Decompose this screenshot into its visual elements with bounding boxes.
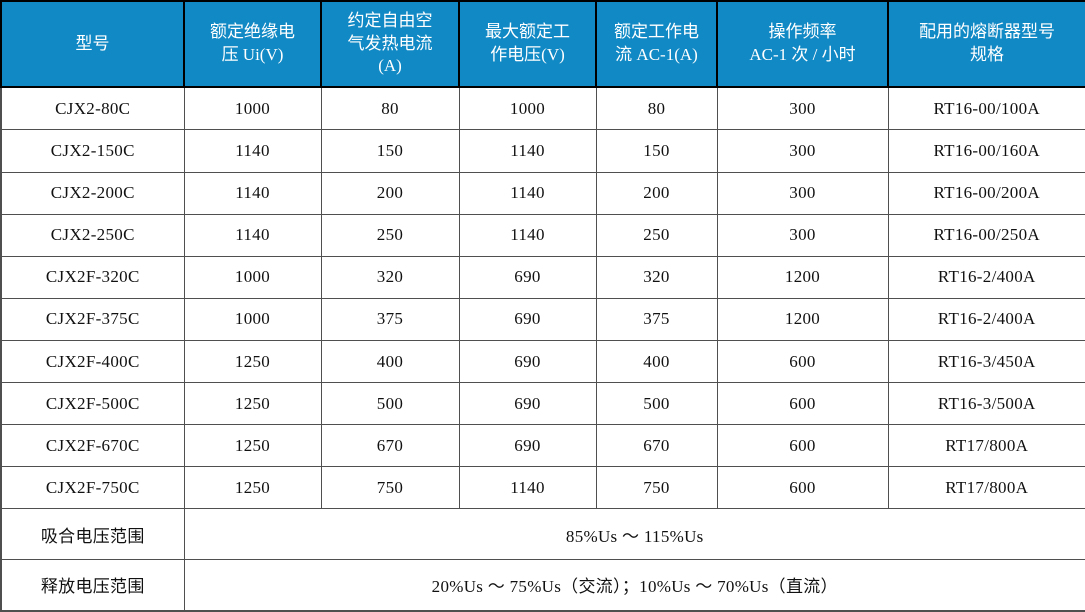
table-row: CJX2-250C 1140 250 1140 250 300 RT16-00/… [0, 213, 1085, 257]
cell-fuse-spec: RT16-00/250A [887, 213, 1085, 257]
cell-model: CJX2-250C [0, 213, 185, 257]
cell-working-current: 150 [595, 129, 718, 173]
cell-fuse-spec: RT16-00/200A [887, 171, 1085, 215]
cell-operating-frequency: 300 [716, 86, 889, 131]
cell-model: CJX2F-320C [0, 255, 185, 299]
cell-working-current: 500 [595, 382, 718, 426]
cell-model: CJX2F-400C [0, 339, 185, 384]
cell-operating-frequency: 300 [716, 213, 889, 257]
cell-thermal-current: 670 [320, 424, 460, 468]
cell-thermal-current: 150 [320, 129, 460, 173]
table-row: CJX2F-750C 1250 750 1140 750 600 RT17/80… [0, 466, 1085, 510]
table-body: CJX2-80C 1000 80 1000 80 300 RT16-00/100… [0, 86, 1085, 612]
table-header: 型号 额定绝缘电 压 Ui(V) 约定自由空 气发热电流 (A) 最大额定工 作… [0, 0, 1085, 88]
cell-model: CJX2-200C [0, 171, 185, 215]
cell-fuse-spec: RT16-00/160A [887, 129, 1085, 173]
cell-thermal-current: 750 [320, 466, 460, 510]
cell-model: CJX2F-670C [0, 424, 185, 468]
cell-fuse-spec: RT16-3/500A [887, 382, 1085, 426]
cell-working-current: 200 [595, 171, 718, 215]
cell-insulation-voltage: 1250 [183, 424, 322, 468]
footer-row-release-voltage: 释放电压范围 20%Us ～ 75%Us（交流）；10%Us ～ 70%Us（直… [0, 558, 1085, 612]
cell-model: CJX2F-750C [0, 466, 185, 510]
pickup-voltage-value: 85%Us ～ 115%Us [183, 508, 1085, 560]
table-row: CJX2-200C 1140 200 1140 200 300 RT16-00/… [0, 171, 1085, 215]
cell-max-working-voltage: 1140 [458, 129, 597, 173]
header-cell-insulation-voltage: 额定绝缘电 压 Ui(V) [183, 0, 322, 88]
cell-fuse-spec: RT16-2/400A [887, 255, 1085, 299]
release-voltage-label: 释放电压范围 [0, 558, 185, 612]
cell-operating-frequency: 300 [716, 129, 889, 173]
cell-fuse-spec: RT16-2/400A [887, 297, 1085, 342]
cell-model: CJX2F-500C [0, 382, 185, 426]
header-row: 型号 额定绝缘电 压 Ui(V) 约定自由空 气发热电流 (A) 最大额定工 作… [0, 0, 1085, 88]
cell-insulation-voltage: 1140 [183, 129, 322, 173]
cell-thermal-current: 200 [320, 171, 460, 215]
header-cell-operating-frequency: 操作频率 AC-1 次 / 小时 [716, 0, 889, 88]
cell-thermal-current: 320 [320, 255, 460, 299]
cell-insulation-voltage: 1140 [183, 213, 322, 257]
table-row: CJX2F-375C 1000 375 690 375 1200 RT16-2/… [0, 297, 1085, 342]
cell-operating-frequency: 600 [716, 382, 889, 426]
cell-working-current: 250 [595, 213, 718, 257]
cell-insulation-voltage: 1140 [183, 171, 322, 215]
cell-thermal-current: 250 [320, 213, 460, 257]
cell-insulation-voltage: 1000 [183, 297, 322, 342]
header-cell-model: 型号 [0, 0, 185, 88]
cell-operating-frequency: 1200 [716, 255, 889, 299]
cell-thermal-current: 400 [320, 339, 460, 384]
cell-working-current: 670 [595, 424, 718, 468]
cell-fuse-spec: RT16-3/450A [887, 339, 1085, 384]
cell-max-working-voltage: 690 [458, 297, 597, 342]
release-voltage-value: 20%Us ～ 75%Us（交流）；10%Us ～ 70%Us（直流） [183, 558, 1085, 612]
header-cell-fuse-spec: 配用的熔断器型号 规格 [887, 0, 1085, 88]
header-cell-working-current: 额定工作电 流 AC-1(A) [595, 0, 718, 88]
cell-max-working-voltage: 690 [458, 255, 597, 299]
cell-model: CJX2-80C [0, 86, 185, 131]
cell-thermal-current: 500 [320, 382, 460, 426]
cell-max-working-voltage: 690 [458, 339, 597, 384]
cell-thermal-current: 375 [320, 297, 460, 342]
cell-model: CJX2-150C [0, 129, 185, 173]
cell-fuse-spec: RT17/800A [887, 424, 1085, 468]
cell-fuse-spec: RT16-00/100A [887, 86, 1085, 131]
cell-fuse-spec: RT17/800A [887, 466, 1085, 510]
table-row: CJX2F-670C 1250 670 690 670 600 RT17/800… [0, 424, 1085, 468]
table-row: CJX2F-500C 1250 500 690 500 600 RT16-3/5… [0, 382, 1085, 426]
pickup-voltage-label: 吸合电压范围 [0, 508, 185, 560]
cell-max-working-voltage: 1140 [458, 466, 597, 510]
cell-max-working-voltage: 1140 [458, 171, 597, 215]
cell-insulation-voltage: 1250 [183, 466, 322, 510]
cell-thermal-current: 80 [320, 86, 460, 131]
header-cell-max-working-voltage: 最大额定工 作电压(V) [458, 0, 597, 88]
cell-operating-frequency: 1200 [716, 297, 889, 342]
cell-operating-frequency: 300 [716, 171, 889, 215]
table-row: CJX2-150C 1140 150 1140 150 300 RT16-00/… [0, 129, 1085, 173]
cell-max-working-voltage: 690 [458, 382, 597, 426]
table-row: CJX2F-320C 1000 320 690 320 1200 RT16-2/… [0, 255, 1085, 299]
header-cell-thermal-current: 约定自由空 气发热电流 (A) [320, 0, 460, 88]
cell-insulation-voltage: 1000 [183, 86, 322, 131]
cell-max-working-voltage: 1000 [458, 86, 597, 131]
table-row: CJX2F-400C 1250 400 690 400 600 RT16-3/4… [0, 339, 1085, 384]
cell-operating-frequency: 600 [716, 466, 889, 510]
cell-working-current: 400 [595, 339, 718, 384]
footer-row-pickup-voltage: 吸合电压范围 85%Us ～ 115%Us [0, 508, 1085, 560]
cell-working-current: 320 [595, 255, 718, 299]
cell-operating-frequency: 600 [716, 339, 889, 384]
cell-insulation-voltage: 1250 [183, 382, 322, 426]
cell-working-current: 80 [595, 86, 718, 131]
cell-working-current: 375 [595, 297, 718, 342]
table-row: CJX2-80C 1000 80 1000 80 300 RT16-00/100… [0, 86, 1085, 131]
cell-working-current: 750 [595, 466, 718, 510]
cell-operating-frequency: 600 [716, 424, 889, 468]
cell-insulation-voltage: 1000 [183, 255, 322, 299]
cell-max-working-voltage: 690 [458, 424, 597, 468]
cell-max-working-voltage: 1140 [458, 213, 597, 257]
cell-insulation-voltage: 1250 [183, 339, 322, 384]
cell-model: CJX2F-375C [0, 297, 185, 342]
